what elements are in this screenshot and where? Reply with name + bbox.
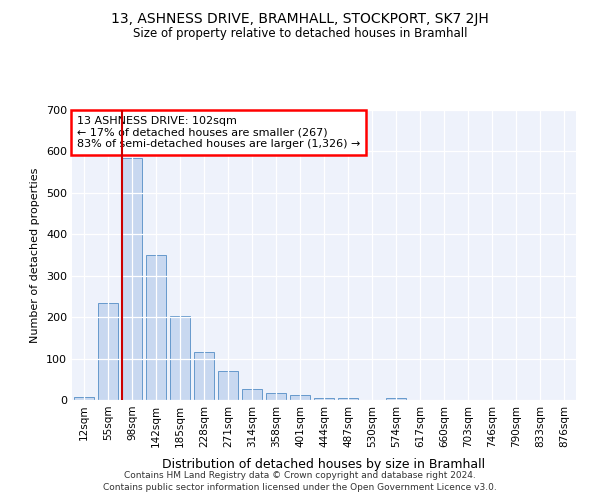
X-axis label: Distribution of detached houses by size in Bramhall: Distribution of detached houses by size …	[163, 458, 485, 471]
Bar	[242, 389, 262, 400]
Bar	[74, 397, 94, 400]
Bar	[314, 398, 334, 400]
Text: 13, ASHNESS DRIVE, BRAMHALL, STOCKPORT, SK7 2JH: 13, ASHNESS DRIVE, BRAMHALL, STOCKPORT, …	[111, 12, 489, 26]
Text: Contains HM Land Registry data © Crown copyright and database right 2024.: Contains HM Land Registry data © Crown c…	[124, 471, 476, 480]
Bar	[290, 395, 310, 400]
Text: Contains public sector information licensed under the Open Government Licence v3: Contains public sector information licen…	[103, 484, 497, 492]
Bar	[338, 398, 358, 400]
Text: Size of property relative to detached houses in Bramhall: Size of property relative to detached ho…	[133, 28, 467, 40]
Bar	[98, 302, 118, 400]
Bar	[194, 352, 214, 400]
Y-axis label: Number of detached properties: Number of detached properties	[31, 168, 40, 342]
Bar	[170, 316, 190, 400]
Bar	[218, 371, 238, 400]
Bar	[122, 158, 142, 400]
Bar	[386, 398, 406, 400]
Bar	[266, 392, 286, 400]
Text: 13 ASHNESS DRIVE: 102sqm
← 17% of detached houses are smaller (267)
83% of semi-: 13 ASHNESS DRIVE: 102sqm ← 17% of detach…	[77, 116, 361, 149]
Bar	[146, 255, 166, 400]
